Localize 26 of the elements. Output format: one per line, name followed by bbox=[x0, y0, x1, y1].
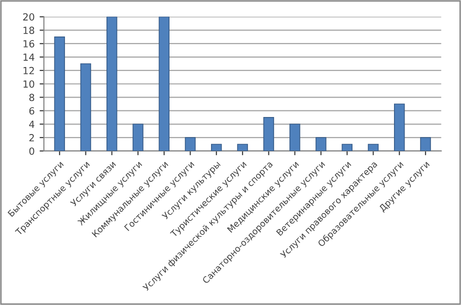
bar bbox=[132, 124, 144, 151]
y-tick-label: 14 bbox=[24, 54, 34, 61]
y-tick-label: 2 bbox=[29, 134, 34, 142]
y-tick-label: 20 bbox=[23, 13, 34, 21]
y-tick-label: 16 bbox=[24, 40, 34, 48]
bar bbox=[211, 144, 222, 151]
y-tick-label: 10 bbox=[24, 80, 34, 88]
y-tick-label: 12 bbox=[24, 66, 34, 74]
bar bbox=[158, 16, 170, 151]
y-tick-label: 4 bbox=[29, 120, 34, 128]
bar bbox=[263, 117, 274, 151]
bar bbox=[80, 63, 92, 151]
bar bbox=[394, 104, 405, 151]
bar bbox=[106, 16, 118, 151]
bar bbox=[316, 137, 326, 151]
bar bbox=[368, 144, 379, 151]
bar bbox=[54, 36, 65, 151]
bar bbox=[184, 137, 196, 151]
bar bbox=[237, 144, 248, 151]
y-tick-label: 8 bbox=[29, 94, 34, 102]
bar bbox=[342, 144, 352, 151]
y-tick-label: 6 bbox=[29, 107, 34, 115]
bar bbox=[289, 124, 300, 151]
bar bbox=[420, 137, 431, 151]
y-tick-label: 18 bbox=[24, 26, 34, 34]
y-tick-label: 0 bbox=[29, 147, 34, 155]
